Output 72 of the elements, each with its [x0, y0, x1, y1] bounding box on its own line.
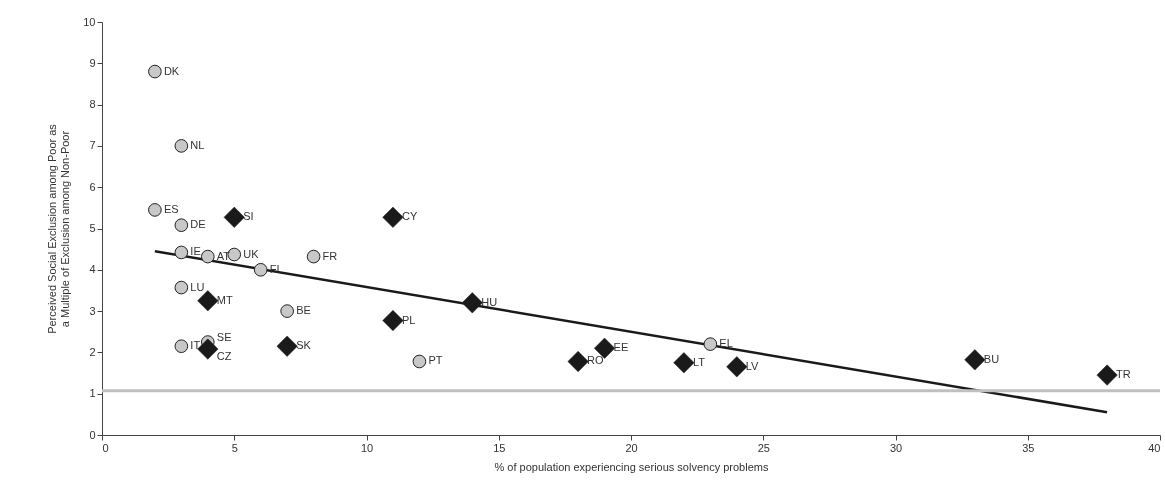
annotation: UK — [243, 247, 260, 260]
annotation: HU — [481, 295, 498, 308]
point — [174, 280, 189, 295]
x-tick-label: 25 — [757, 441, 770, 454]
annotation: MT — [216, 293, 233, 306]
x-tick-label: 5 — [231, 441, 238, 454]
x-tick-label: 0 — [102, 441, 109, 454]
point — [174, 245, 189, 260]
x-axis-title: % of population experiencing serious solvency problems — [494, 460, 769, 473]
point — [461, 292, 483, 314]
annotation: IE — [190, 245, 201, 258]
point — [148, 203, 162, 217]
y-tick-label: 2 — [89, 345, 96, 358]
point — [174, 139, 189, 153]
annotation: CY — [401, 210, 418, 223]
y-tick-label: 7 — [89, 139, 96, 152]
y-tick-label: 10 — [83, 15, 96, 28]
y-tick-label: 3 — [89, 304, 96, 317]
annotation: LV — [745, 359, 760, 372]
y-tick-label: 8 — [89, 98, 96, 111]
annotation: LT — [692, 355, 706, 368]
annotation: SK — [296, 339, 312, 352]
y-tick-label: 1 — [89, 387, 96, 400]
point — [412, 354, 427, 369]
y-tick-label: 6 — [89, 180, 96, 193]
annotation: SI — [243, 210, 254, 223]
annotation: BE — [296, 304, 311, 317]
x-tick-label: 15 — [493, 441, 506, 454]
point — [253, 262, 268, 277]
annotation: PT — [428, 354, 443, 367]
annotation: DK — [163, 64, 180, 77]
x-tick-label: 20 — [625, 441, 638, 454]
annotation: BU — [983, 352, 1000, 365]
annotation: NL — [190, 138, 205, 151]
point — [306, 249, 321, 264]
x-tick-label: 30 — [889, 441, 903, 454]
y-tick-label: 0 — [89, 428, 96, 441]
annotation: CZ — [216, 350, 232, 363]
annotation: SE — [216, 331, 232, 344]
point — [382, 206, 404, 228]
point — [1096, 364, 1118, 386]
annotation: ES — [163, 202, 179, 215]
annotation: DE — [190, 218, 206, 231]
point — [200, 249, 215, 264]
point — [174, 218, 189, 233]
point — [148, 64, 162, 79]
annotation: EL — [719, 337, 733, 350]
annotation: IT — [190, 339, 201, 352]
x-tick-label: 10 — [360, 441, 374, 454]
annotation: EE — [613, 341, 629, 354]
point — [223, 206, 245, 228]
point — [964, 349, 986, 371]
x-tick-label: 40 — [1148, 441, 1161, 454]
annotation: FR — [322, 249, 338, 262]
annotation: RO — [587, 354, 605, 367]
annotation: PL — [401, 313, 416, 326]
annotation: TR — [1116, 368, 1131, 381]
y-tick-label: 9 — [89, 56, 96, 69]
point — [726, 356, 748, 378]
y-tick-label: 4 — [89, 263, 96, 276]
y-axis-title: Perceived Social Exclusion among Poor as a Multiple of Exclusion among Non-Poor — [46, 123, 72, 334]
annotation: LU — [190, 280, 205, 293]
point — [174, 339, 189, 354]
point — [280, 304, 294, 318]
point — [197, 290, 219, 312]
point — [673, 352, 695, 374]
y-tick-label: 5 — [89, 222, 96, 234]
point — [382, 310, 404, 332]
point — [567, 350, 589, 372]
point — [703, 337, 718, 351]
x-tick-label: 35 — [1022, 441, 1035, 454]
point — [276, 335, 298, 357]
